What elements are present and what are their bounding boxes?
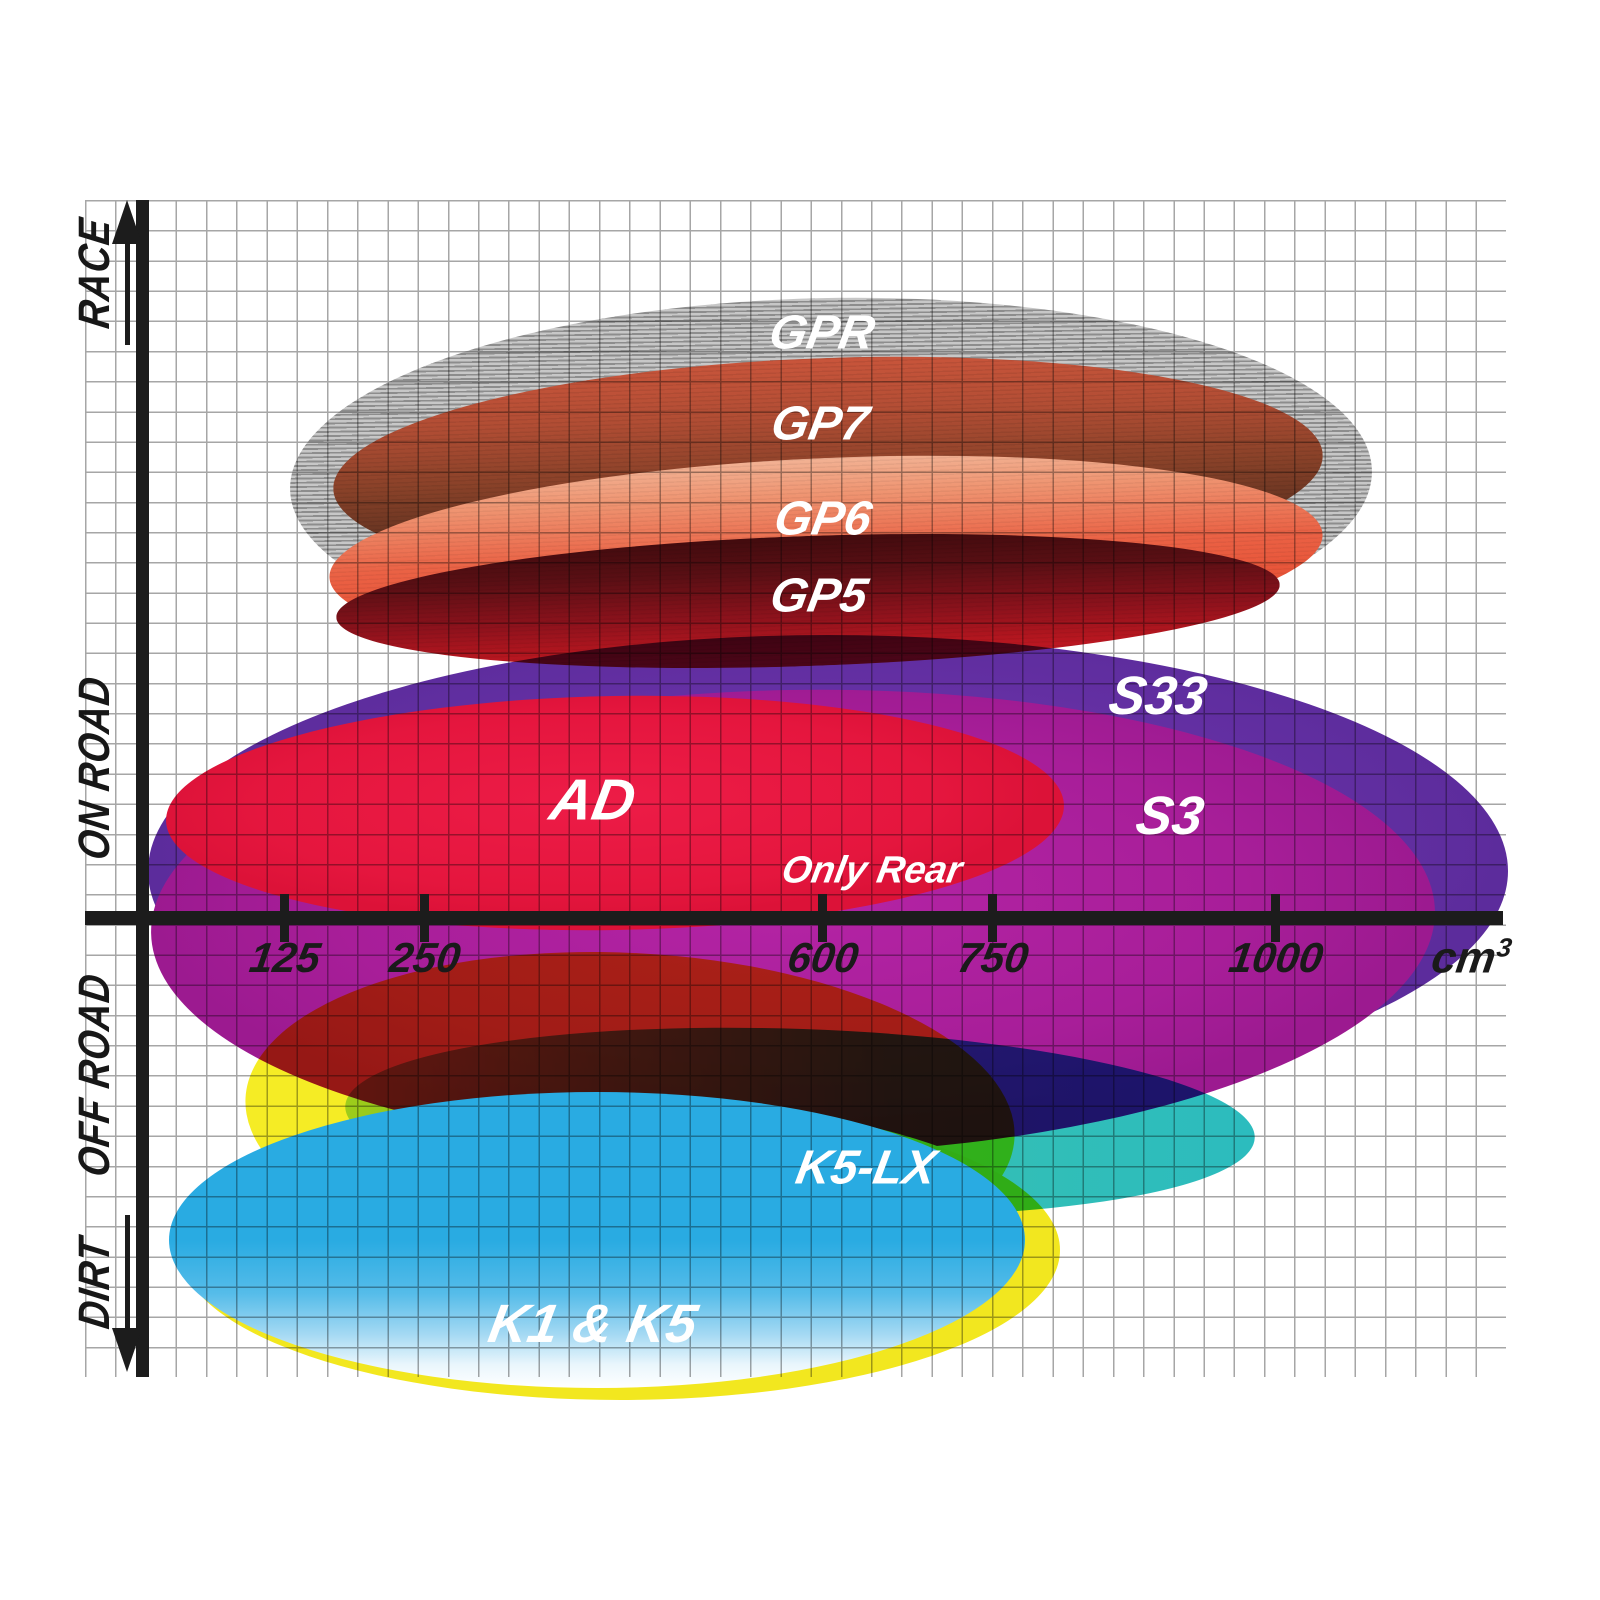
x-axis-line [85, 911, 1503, 925]
x-tick-label-250: 250 [386, 934, 464, 981]
annotation-only-rear: Only Rear [778, 849, 966, 892]
ellipse-label-k1-and-k5: K1 & K5 [484, 1294, 702, 1354]
ellipse-label-gpr: GPR [765, 306, 879, 360]
ellipse-label-gp6: GP6 [770, 492, 876, 546]
y-category-off-road: OFF ROAD [70, 970, 119, 1180]
ellipse-label-s33: S33 [1104, 666, 1212, 726]
x-tick-mark-600 [818, 894, 827, 942]
ellipse-label-gp7: GP7 [767, 397, 873, 451]
ellipse-label-ad: AD [545, 767, 641, 833]
y-axis-line [136, 200, 149, 1377]
x-tick-mark-250 [420, 894, 429, 942]
race-up-arrow-line [125, 240, 130, 345]
x-tick-label-600: 600 [784, 934, 862, 981]
grid-overlay [85, 200, 1506, 1377]
x-axis-unit-base: cm [1428, 933, 1500, 983]
race-up-arrow-icon [112, 200, 142, 244]
ellipse-label-k5lx: K5-LX [791, 1141, 941, 1195]
y-category-dirt: DIRT [70, 1234, 119, 1332]
ellipse-label-s3: S3 [1131, 786, 1209, 846]
y-category-on-road: ON ROAD [70, 673, 119, 863]
x-tick-mark-1000 [1271, 894, 1280, 942]
ellipse-label-gp5: GP5 [766, 569, 872, 623]
dirt-down-arrow-icon [112, 1328, 142, 1372]
dirt-down-arrow-line [125, 1215, 130, 1328]
x-tick-mark-750 [988, 894, 997, 942]
x-tick-label-1000: 1000 [1226, 934, 1327, 981]
x-tick-label-125: 125 [246, 934, 324, 981]
x-axis-unit: cm3 [1428, 932, 1514, 984]
x-tick-mark-125 [280, 894, 289, 942]
x-tick-label-750: 750 [954, 934, 1032, 981]
x-axis-unit-exponent: 3 [1494, 932, 1514, 963]
